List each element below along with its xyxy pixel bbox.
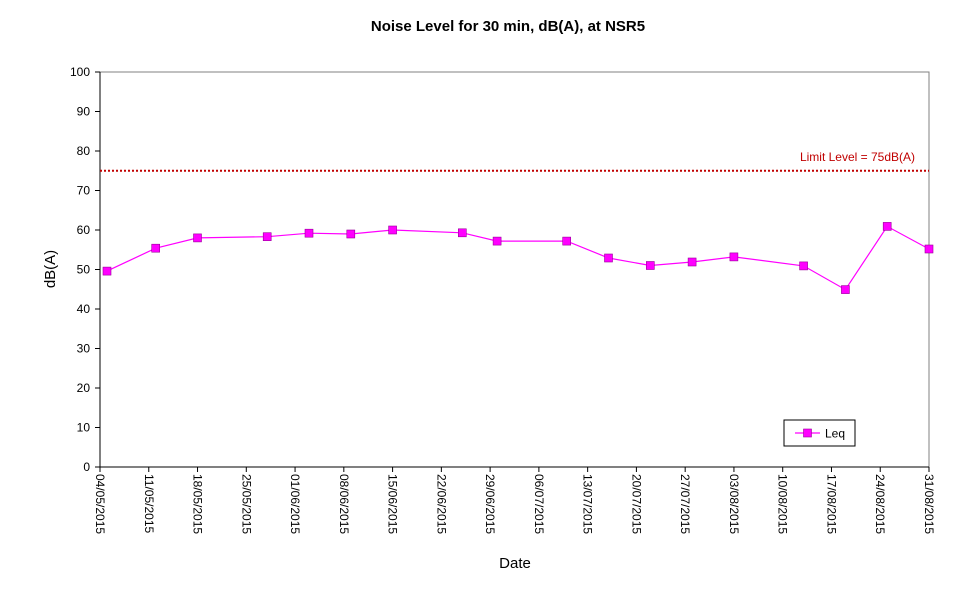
- x-tick-label: 22/06/2015: [434, 474, 448, 534]
- legend-marker-swatch: [803, 428, 812, 438]
- x-tick-label: 10/08/2015: [776, 474, 790, 534]
- x-tick-label: 25/05/2015: [239, 474, 253, 534]
- x-tick-label: 31/08/2015: [922, 474, 936, 534]
- data-point-leq: [262, 232, 272, 241]
- y-tick-label: 50: [77, 263, 91, 277]
- series-group: [102, 222, 934, 294]
- legend-label-leq: Leq: [825, 427, 845, 441]
- data-point-leq: [492, 236, 502, 246]
- data-point-leq: [102, 266, 112, 276]
- x-tick-label: 20/07/2015: [629, 474, 643, 534]
- chart-title: Noise Level for 30 min, dB(A), at NSR5: [371, 18, 645, 35]
- data-point-leq: [841, 285, 850, 294]
- series-line-leq: [106, 225, 930, 291]
- data-point-leq: [645, 261, 655, 270]
- x-tick-label: 08/06/2015: [337, 474, 351, 534]
- data-point-leq: [388, 225, 397, 235]
- data-point-leq: [799, 261, 808, 271]
- y-tick-label: 10: [77, 421, 91, 435]
- x-tick-label: 27/07/2015: [678, 474, 692, 534]
- plot-area: [99, 71, 930, 468]
- data-point-leq: [304, 228, 314, 238]
- data-point-leq: [924, 244, 934, 254]
- limit-line-label: Limit Level = 75dB(A): [800, 150, 915, 164]
- x-tick-label: 03/08/2015: [727, 474, 741, 534]
- y-tick-label: 70: [77, 184, 91, 198]
- data-point-leq: [562, 236, 572, 246]
- x-tick-label: 24/08/2015: [873, 474, 887, 534]
- y-tick-label: 20: [77, 381, 91, 395]
- y-tick-label: 30: [77, 342, 91, 356]
- data-point-leq: [346, 229, 356, 239]
- y-tick-label: 0: [83, 460, 90, 474]
- data-point-leq: [882, 222, 892, 231]
- y-tick-label: 100: [70, 65, 90, 79]
- x-tick-label: 13/07/2015: [581, 474, 595, 534]
- x-tick-label: 18/05/2015: [191, 474, 205, 534]
- x-axis-title: Date: [499, 555, 531, 572]
- y-tick-label: 40: [77, 302, 91, 316]
- data-point-leq: [151, 243, 160, 253]
- y-tick-label: 60: [77, 223, 91, 237]
- limit-line-group: Limit Level = 75dB(A): [100, 150, 929, 172]
- x-tick-label: 01/06/2015: [288, 474, 302, 534]
- data-point-leq: [457, 228, 467, 238]
- x-tick-label: 11/05/2015: [142, 474, 156, 533]
- y-tick-label: 80: [77, 144, 91, 158]
- x-tick-label: 15/06/2015: [386, 474, 400, 534]
- data-point-leq: [193, 233, 202, 243]
- data-point-leq: [687, 257, 697, 267]
- data-point-leq: [604, 253, 613, 263]
- axes: 0 10 20 30 40 50 60 70 80 90 100 04/05/2015 11/05/20…: [70, 65, 936, 534]
- x-tick-label: 06/07/2015: [532, 474, 546, 534]
- x-tick-label: 29/06/2015: [483, 474, 497, 534]
- data-point-leq: [729, 252, 739, 262]
- x-tick-label: 17/08/2015: [824, 474, 838, 534]
- x-tick-label: 04/05/2015: [93, 474, 107, 534]
- legend: Leq: [783, 419, 856, 447]
- y-axis-title: dB(A): [42, 250, 59, 288]
- y-tick-label: 90: [77, 105, 91, 119]
